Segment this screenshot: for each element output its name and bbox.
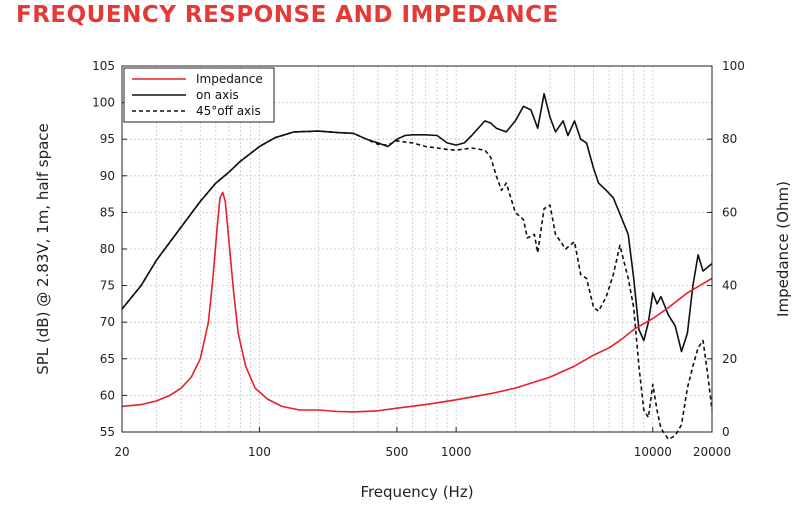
y-right-tick-label: 60 [722, 205, 737, 219]
x-tick-label: 1000 [441, 445, 472, 459]
y-left-tick-label: 55 [100, 425, 115, 439]
y-right-tick-label: 40 [722, 279, 737, 293]
legend-label: on axis [196, 88, 239, 102]
series-line-on-axis [121, 93, 713, 353]
series-layer [121, 93, 713, 441]
y-left-tick-label: 70 [100, 315, 115, 329]
y-left-tick-label: 90 [100, 169, 115, 183]
y-left-tick-label: 95 [100, 132, 115, 146]
y-right-tick-label: 20 [722, 352, 737, 366]
y-left-tick-label: 60 [100, 388, 115, 402]
y-left-tick-label: 75 [100, 279, 115, 293]
ticks: 20 100 500 1000 10000 20000556065707580859095… [92, 59, 745, 459]
x-tick-label: 100 [248, 445, 271, 459]
y-left-tick-label: 65 [100, 352, 115, 366]
grid [122, 66, 712, 432]
legend-label: Impedance [196, 72, 263, 86]
y-axis-right-label: Impedance (Ohm) [774, 181, 792, 317]
series-line-45-off-axis [121, 130, 713, 441]
legend: Impedance on axis 45°off axis [123, 67, 275, 123]
series-line-impedance [121, 191, 713, 413]
y-axis-left-label: SPL (dB) @ 2.83V, 1m, half space [34, 123, 52, 375]
x-tick-label: 500 [385, 445, 408, 459]
y-left-tick-label: 100 [92, 96, 115, 110]
y-right-tick-label: 0 [722, 425, 730, 439]
y-left-tick-label: 80 [100, 242, 115, 256]
x-tick-label: 20 [114, 445, 129, 459]
y-right-tick-label: 80 [722, 132, 737, 146]
y-right-tick-label: 100 [722, 59, 745, 73]
chart-title: FREQUENCY RESPONSE AND IMPEDANCE [16, 2, 559, 28]
x-tick-label: 10000 [634, 445, 672, 459]
x-tick-label: 20000 [693, 445, 731, 459]
y-left-tick-label: 105 [92, 59, 115, 73]
y-left-tick-label: 85 [100, 205, 115, 219]
x-axis-label: Frequency (Hz) [360, 483, 473, 501]
legend-label: 45°off axis [196, 104, 261, 118]
